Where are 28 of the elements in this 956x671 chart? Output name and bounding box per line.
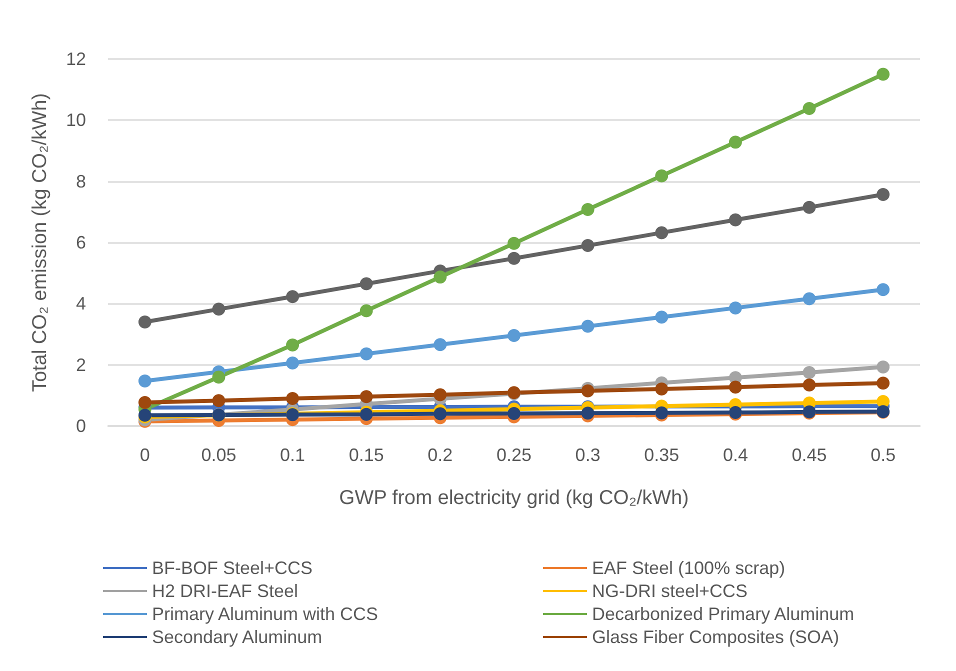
x-tick-label: 0.35 bbox=[644, 445, 680, 465]
x-tick-label: 0.25 bbox=[496, 445, 532, 465]
legend-label: Primary Aluminum with CCS bbox=[152, 604, 378, 624]
x-tick-label: 0.5 bbox=[870, 445, 896, 465]
y-axis-title: Total CO₂ emission (kg CO₂/kWh) bbox=[29, 93, 51, 392]
legend-label: H2 DRI-EAF Steel bbox=[152, 581, 298, 601]
x-tick-label: 0.4 bbox=[722, 445, 748, 465]
legend-label: EAF Steel (100% scrap) bbox=[592, 558, 786, 578]
x-tick-label: 0.2 bbox=[428, 445, 453, 465]
y-tick-label: 0 bbox=[76, 416, 86, 436]
legend-label: NG-DRI steel+CCS bbox=[592, 581, 748, 601]
legend-label: Decarbonized Primary Aluminum bbox=[592, 604, 854, 624]
y-tick-label: 6 bbox=[76, 232, 86, 252]
x-tick-label: 0 bbox=[140, 445, 150, 465]
y-tick-label: 2 bbox=[76, 354, 86, 375]
x-axis-title: GWP from electricity grid (kg CO₂/kWh) bbox=[339, 487, 689, 509]
x-tick-label: 0.1 bbox=[280, 445, 306, 465]
y-tick-label: 10 bbox=[66, 110, 86, 130]
legend-label: Secondary Aluminum bbox=[152, 627, 322, 647]
y-tick-label: 4 bbox=[76, 294, 86, 314]
y-tick-label: 12 bbox=[66, 49, 86, 69]
legend-label: Glass Fiber Composites (SOA) bbox=[592, 627, 840, 647]
x-tick-label: 0.15 bbox=[348, 445, 384, 465]
y-tick-label: 8 bbox=[76, 171, 86, 192]
x-tick-label: 0.45 bbox=[792, 445, 827, 465]
legend-label: BF-BOF Steel+CCS bbox=[152, 558, 313, 578]
x-tick-label: 0.05 bbox=[201, 445, 236, 465]
x-tick-label: 0.3 bbox=[575, 445, 600, 465]
